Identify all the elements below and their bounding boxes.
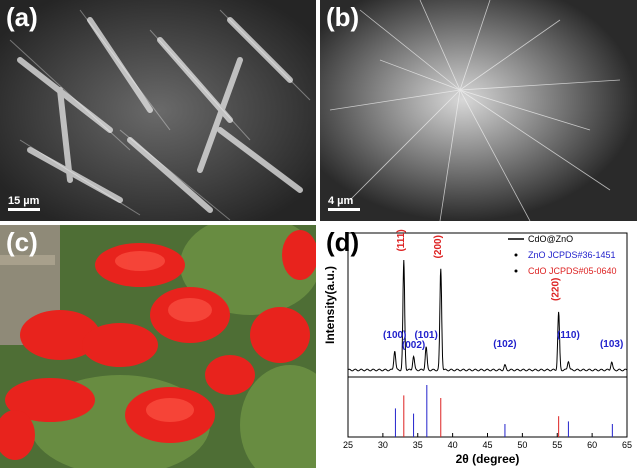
peak-label-103: (103) [600,339,623,350]
x-tick-label-40: 40 [448,440,458,450]
reference-lines [394,385,613,437]
xrd-pattern-line [347,259,628,372]
legend: CdO@ZnO ZnO JCPDS#36-1451 CdO JCPDS#05-064… [508,234,617,276]
x-ticks: 25 30 35 40 45 50 55 60 65 [343,433,632,450]
panel-b-sem-image: (b) 4 µm [320,0,637,221]
x-tick-label-65: 65 [622,440,632,450]
peak-label-220: (220) [551,278,562,301]
peak-label-100: (100) [383,330,406,341]
panel-b-scale-bar [328,208,360,211]
panel-a-image [0,0,316,221]
panel-d-label: (d) [326,227,360,257]
panel-b-label: (b) [326,2,360,32]
y-axis-label: Intensity(a.u.) [323,266,337,344]
peak-label-110: (110) [557,330,580,341]
panel-c-image [0,225,316,468]
legend-swatch-1 [514,253,518,257]
peak-label-002: (002) [402,340,425,351]
panel-a-scale-text: 15 µm [8,195,40,207]
peak-label-101: (101) [414,330,437,341]
peak-label-102: (102) [493,339,516,350]
x-axis-label: 2θ (degree) [456,452,520,466]
x-tick-label-55: 55 [552,440,562,450]
x-tick-label-50: 50 [517,440,527,450]
x-tick-label-30: 30 [378,440,388,450]
panel-d-xrd-chart: 25 30 35 40 45 50 55 60 65 (100) (111) (002) (101)(… [320,225,637,468]
panel-b-image [320,0,637,221]
peak-label-111: (111) [396,229,407,251]
x-tick-label-25: 25 [343,440,353,450]
panel-a-label: (a) [6,2,38,32]
panel-c-label: (c) [6,227,38,257]
panel-a-sem-image: (a) 15 µm [0,0,316,221]
legend-label-0: CdO@ZnO [528,234,573,244]
panel-a-scale-bar [8,208,40,211]
legend-label-2: CdO JCPDS#05-0640 [528,266,617,276]
panel-b-scale-text: 4 µm [328,195,354,207]
xrd-chart-svg: 25 30 35 40 45 50 55 60 65 (100)(111)(002)(101)(… [323,229,632,466]
peak-labels: (100) (111) (002)(101) (200) (102) (220) (110)… [383,229,623,351]
peak-label-200: (200) [433,235,444,258]
panel-c-photo: (c) [0,225,316,468]
x-tick-label-60: 60 [587,440,597,450]
x-tick-label-35: 35 [413,440,423,450]
x-tick-label-45: 45 [482,440,492,450]
legend-label-1: ZnO JCPDS#36-1451 [528,250,616,260]
legend-swatch-2 [514,269,518,273]
